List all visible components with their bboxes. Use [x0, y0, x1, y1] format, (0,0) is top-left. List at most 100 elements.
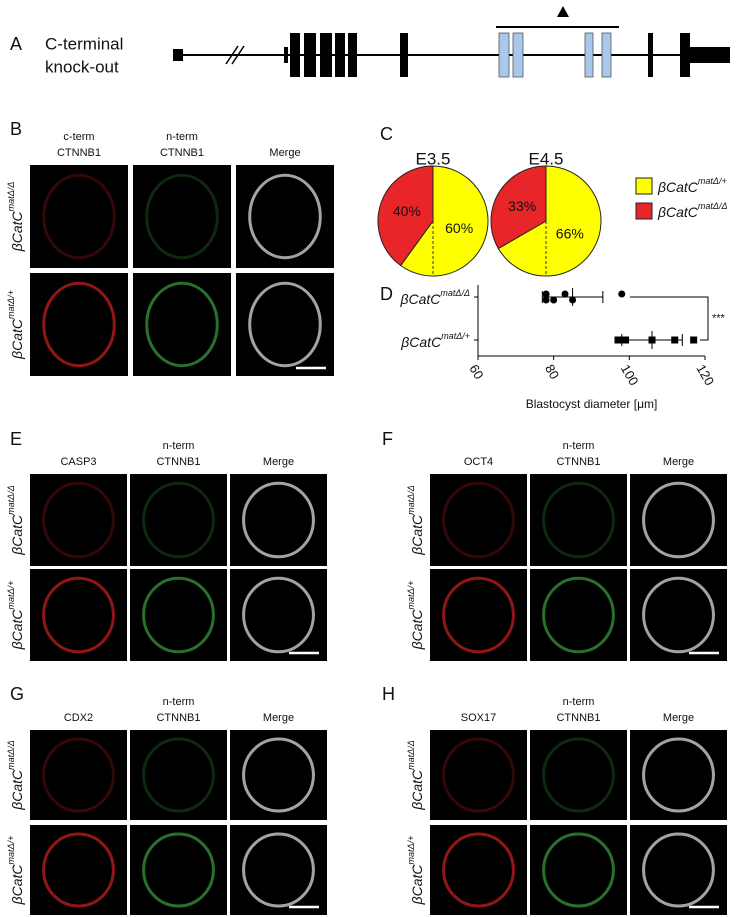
blastocyst-outline — [242, 737, 315, 813]
column-header: CTNNB1 — [156, 456, 200, 468]
x-tick-label: 120 — [693, 362, 717, 388]
x-axis-label: Blastocyst diameter [μm] — [526, 397, 658, 411]
blastocyst-outline — [42, 576, 115, 654]
blastocyst-outline — [242, 832, 315, 908]
genotype-sup: matΔ/+ — [6, 836, 16, 865]
blastocyst-outline — [145, 281, 219, 368]
genotype-sup: matΔ/+ — [6, 290, 16, 319]
panel-label: G — [10, 684, 24, 704]
pie-value-label: 60% — [445, 220, 473, 236]
micrograph — [230, 730, 327, 820]
micrograph — [230, 825, 327, 915]
genotype-label: βCatCmatΔ/+ — [400, 331, 470, 349]
x-tick-label: 80 — [542, 362, 562, 382]
data-point — [622, 336, 630, 344]
column-header: n-term — [563, 440, 595, 452]
column-header: Merge — [269, 147, 300, 159]
genotype-base: βCatC — [409, 609, 425, 651]
blastocyst-outline — [542, 481, 615, 559]
genotype-base: βCatC — [400, 291, 442, 307]
panel-label: A — [10, 34, 22, 54]
blastocyst-outline — [145, 173, 219, 260]
genotype-base: βCatC — [657, 204, 699, 220]
blastocyst-outline — [242, 576, 315, 654]
blastocyst-outline — [642, 576, 715, 654]
blastocyst-outline — [142, 737, 215, 813]
blastocyst-outline — [142, 576, 215, 654]
pie-slice — [377, 165, 434, 267]
genotype-label: βCatCmatΔ/+ — [406, 836, 424, 906]
pie-slice — [497, 165, 602, 277]
genotype-label: βCatCmatΔ/Δ — [6, 740, 24, 811]
genotype-label: βCatCmatΔ/Δ — [406, 740, 424, 811]
blastocyst-outline — [542, 576, 615, 654]
data-point — [690, 336, 698, 344]
genotype-sup: matΔ/Δ — [406, 740, 416, 770]
construct-title: C-terminal — [45, 34, 123, 53]
data-point — [550, 296, 558, 304]
micrograph — [630, 569, 727, 661]
genotype-base: βCatC — [9, 769, 25, 811]
column-header: CASP3 — [60, 456, 96, 468]
genotype-sup: matΔ/+ — [441, 331, 470, 341]
blastocyst-outline — [542, 832, 615, 908]
genotype-label: βCatCmatΔ/Δ — [406, 485, 424, 556]
data-point — [671, 336, 679, 344]
genotype-base: βCatC — [9, 514, 25, 556]
data-point — [542, 296, 550, 304]
panel-label: F — [382, 429, 393, 449]
genotype-base: βCatC — [409, 514, 425, 556]
blastocyst-outline — [42, 481, 115, 559]
panel-label: C — [380, 124, 393, 144]
blastocyst-outline — [42, 173, 116, 260]
micrograph — [130, 825, 227, 915]
micrograph — [130, 730, 227, 820]
construct-title: knock-out — [45, 57, 119, 76]
genotype-label: βCatCmatΔ/+ — [6, 836, 24, 906]
pie-value-label: 66% — [556, 225, 584, 241]
micrograph — [530, 474, 627, 566]
panel-label: B — [10, 119, 22, 139]
data-point — [569, 296, 577, 304]
legend-swatch — [635, 177, 653, 195]
micrograph — [30, 825, 127, 915]
column-header: Merge — [263, 712, 294, 724]
genotype-label: βCatCmatΔ/+ — [406, 581, 424, 651]
micrograph — [430, 474, 527, 566]
column-header: c-term — [63, 131, 94, 143]
genotype-sup: matΔ/+ — [406, 836, 416, 865]
micrograph — [30, 474, 127, 566]
column-header: CTNNB1 — [556, 712, 600, 724]
micrograph — [133, 273, 231, 376]
column-header: CTNNB1 — [156, 712, 200, 724]
blastocyst-outline — [442, 737, 515, 813]
genotype-base: βCatC — [9, 864, 25, 906]
column-header: n-term — [163, 440, 195, 452]
gene-diagram — [173, 6, 730, 78]
micrograph — [530, 825, 627, 915]
panel-label: H — [382, 684, 395, 704]
genotype-label: βCatCmatΔ/+ — [657, 176, 727, 194]
blastocyst-outline — [242, 481, 315, 559]
genotype-label: βCatCmatΔ/Δ — [657, 201, 728, 219]
column-header: n-term — [163, 696, 195, 708]
genotype-label: βCatCmatΔ/+ — [6, 581, 24, 651]
pie-value-label: 33% — [508, 198, 536, 214]
blastocyst-outline — [442, 576, 515, 654]
panel-label: D — [380, 284, 393, 304]
genotype-base: βCatC — [9, 210, 25, 252]
genotype-sup: matΔ/Δ — [406, 485, 416, 515]
genotype-sup: matΔ/+ — [698, 176, 727, 186]
pie-title: E3.5 — [416, 149, 451, 168]
column-header: Merge — [663, 712, 694, 724]
blastocyst-outline — [542, 737, 615, 813]
data-point — [618, 290, 626, 298]
column-header: n-term — [166, 131, 198, 143]
legend-swatch — [635, 202, 653, 220]
blastocyst-outline — [248, 173, 322, 260]
blastocyst-outline — [642, 481, 715, 559]
genotype-sup: matΔ/+ — [6, 581, 16, 610]
genotype-label: βCatCmatΔ/+ — [6, 290, 24, 360]
column-header: CTNNB1 — [556, 456, 600, 468]
data-point — [561, 290, 569, 298]
